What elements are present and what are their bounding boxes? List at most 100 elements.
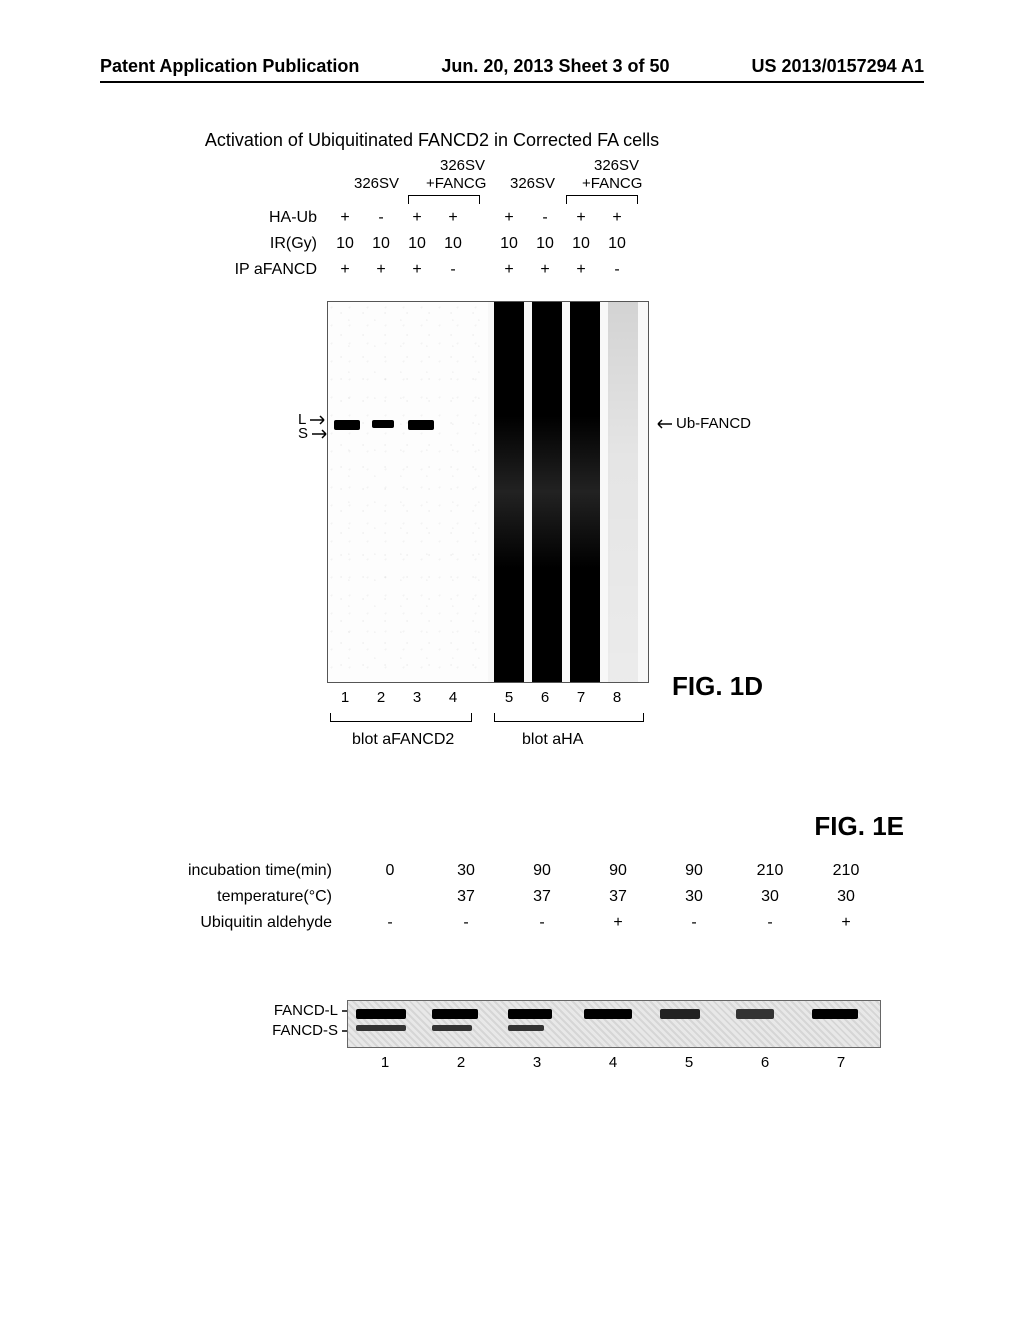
caption-right: blot aHA (522, 731, 583, 749)
cell: 37 (580, 888, 656, 906)
header-center: Jun. 20, 2013 Sheet 3 of 50 (441, 56, 669, 77)
fancd-l-text: FANCD-L (274, 1002, 338, 1019)
row-ir: IR(Gy) 10 10 10 10 10 10 10 10 (152, 231, 712, 257)
arrow-left-icon (652, 419, 672, 429)
cell: - (732, 914, 808, 932)
smear (494, 302, 524, 682)
cell: + (808, 914, 884, 932)
cell: 90 (504, 862, 580, 880)
group-label-326sv-top-right: 326SV (594, 157, 639, 174)
ub-fancd-text: Ub-FANCD (676, 415, 751, 432)
cell: 30 (428, 862, 504, 880)
lane-num: 1 (347, 1054, 423, 1071)
cell: + (327, 209, 363, 227)
cell: 10 (363, 235, 399, 253)
cell: + (563, 209, 599, 227)
label-S: S (298, 425, 336, 442)
cell: - (428, 914, 504, 932)
band (432, 1009, 478, 1019)
cell: 37 (504, 888, 580, 906)
cells-ha-ub: + - + + + - + + (327, 209, 635, 227)
cell: + (399, 261, 435, 279)
label-temperature: temperature(°C) (122, 888, 352, 906)
cell: + (563, 261, 599, 279)
underbracket-right (494, 713, 644, 722)
band (356, 1009, 406, 1019)
cell: 10 (527, 235, 563, 253)
lane-numbers-d: 1 2 3 4 5 6 7 8 (327, 689, 635, 706)
group-label-326sv-left: 326SV (354, 175, 399, 192)
blot-d-left (328, 302, 488, 682)
cell: - (435, 261, 471, 279)
cell: + (491, 209, 527, 227)
row-incubation: incubation time(min) 0 30 90 90 90 210 2… (122, 862, 902, 880)
page-header: Patent Application Publication Jun. 20, … (100, 56, 924, 83)
cell: - (599, 261, 635, 279)
blot-d (327, 301, 649, 683)
cell: + (435, 209, 471, 227)
cells-ip: + + + - + + + - (327, 261, 635, 279)
lane-num: 3 (399, 689, 435, 706)
cell: 10 (563, 235, 599, 253)
group-label-326sv-right: 326SV (510, 175, 555, 192)
row-ha-ub: HA-Ub + - + + + - + + (152, 205, 712, 231)
band (736, 1009, 774, 1019)
cell: 0 (352, 862, 428, 880)
blot-e (347, 1000, 881, 1048)
group-label-fancg-left: +FANCG (426, 175, 486, 192)
row-ip: IP aFANCD + + + - + + + - (152, 257, 712, 283)
page: Patent Application Publication Jun. 20, … (0, 0, 1024, 1320)
cell: + (599, 209, 635, 227)
band (372, 420, 394, 428)
cell: 10 (399, 235, 435, 253)
arrow-right-icon (310, 415, 330, 425)
lane-num: 1 (327, 689, 363, 706)
lane-num: 8 (599, 689, 635, 706)
fancd-s-text: FANCD-S (272, 1022, 338, 1039)
band (508, 1009, 552, 1019)
header-right: US 2013/0157294 A1 (752, 56, 924, 77)
underbracket-left (330, 713, 472, 722)
cell: - (504, 914, 580, 932)
fig-1e-label: FIG. 1E (0, 811, 904, 842)
row-ub-aldehyde: Ubiquitin aldehyde - - - + - - + (122, 914, 902, 932)
group-label-fancg-right: +FANCG (582, 175, 642, 192)
label-ip: IP aFANCD (152, 261, 327, 279)
cell: 30 (732, 888, 808, 906)
band (334, 420, 360, 430)
label-ir: IR(Gy) (152, 235, 327, 253)
arrow-right-icon (312, 429, 332, 439)
cell: - (352, 914, 428, 932)
cells-ir: 10 10 10 10 10 10 10 10 (327, 235, 635, 253)
band (356, 1025, 406, 1031)
header-left: Patent Application Publication (100, 56, 359, 77)
label-incubation: incubation time(min) (122, 862, 352, 880)
lane-num: 3 (499, 1054, 575, 1071)
band (508, 1025, 544, 1031)
cell: - (363, 209, 399, 227)
cell: 37 (428, 888, 504, 906)
lane-num: 7 (803, 1054, 879, 1071)
blot-d-right (488, 302, 648, 682)
lane-num: 4 (435, 689, 471, 706)
fig-1d-label: FIG. 1D (672, 671, 763, 702)
panel-d-title: Activation of Ubiquitinated FANCD2 in Co… (0, 130, 1024, 151)
cell: + (399, 209, 435, 227)
cell: 90 (656, 862, 732, 880)
lane-num: 6 (727, 1054, 803, 1071)
cell: 10 (599, 235, 635, 253)
bracket-right-fancg (566, 195, 638, 204)
cell: 10 (327, 235, 363, 253)
ls-S-text: S (298, 425, 308, 442)
cell: 210 (808, 862, 884, 880)
cell: + (527, 261, 563, 279)
lane-num: 4 (575, 1054, 651, 1071)
lane-num: 5 (651, 1054, 727, 1071)
smear (608, 302, 638, 682)
cell: + (327, 261, 363, 279)
panel-d: 326SV 326SV 326SV +FANCG 326SV +FANCG HA… (152, 161, 872, 801)
lane-num: 2 (423, 1054, 499, 1071)
cell: 30 (808, 888, 884, 906)
lane-num: 7 (563, 689, 599, 706)
cell: 210 (732, 862, 808, 880)
